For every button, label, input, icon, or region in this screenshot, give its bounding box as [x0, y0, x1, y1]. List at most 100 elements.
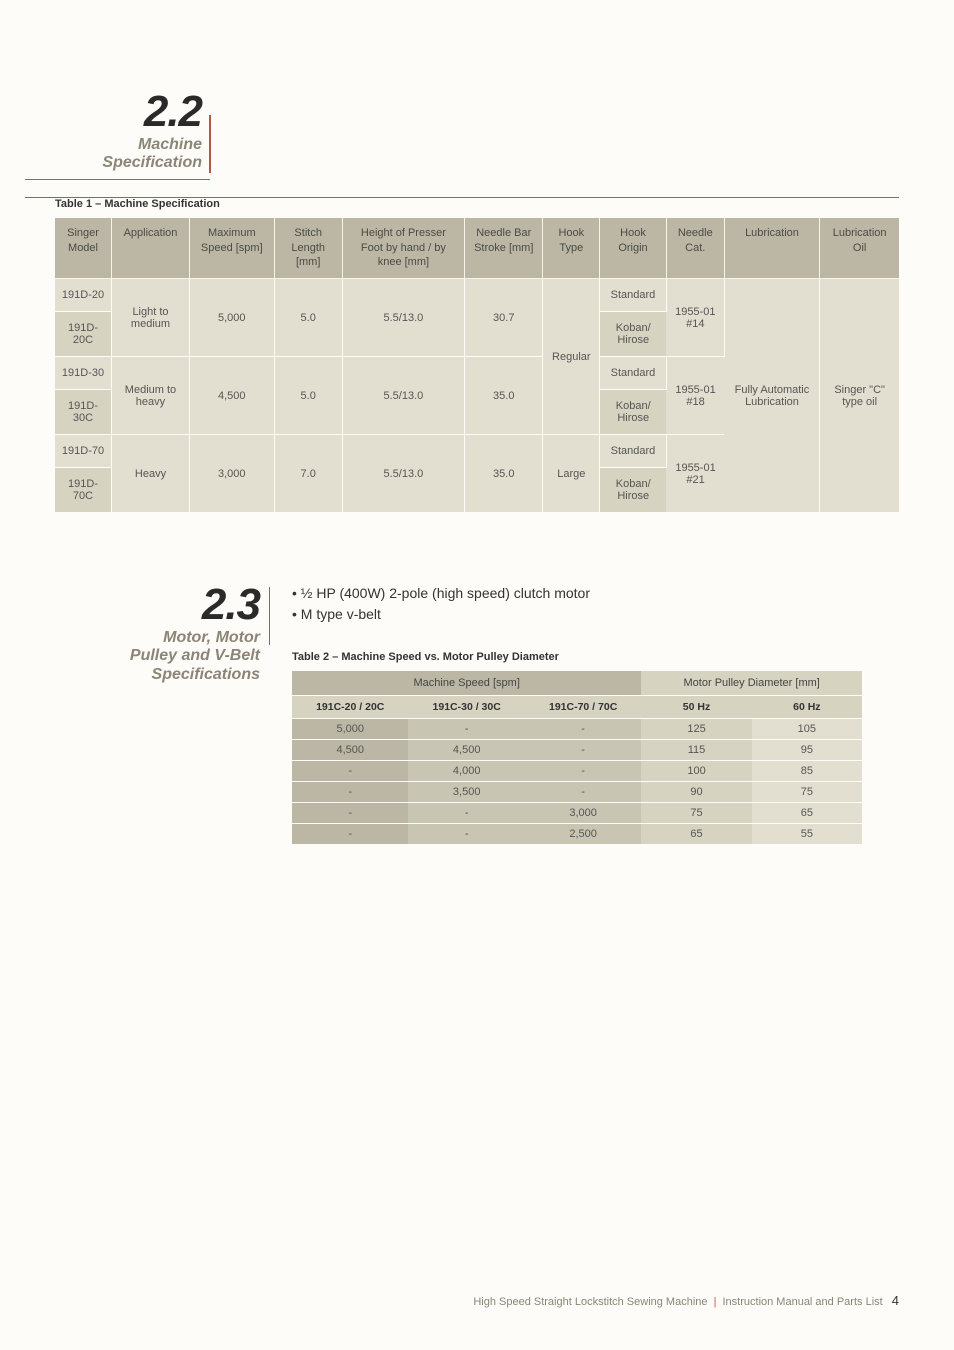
- cell: -: [292, 781, 408, 802]
- cell: -: [292, 760, 408, 781]
- cell: 4,500: [292, 739, 408, 760]
- cell: 5.5/13.0: [342, 435, 464, 513]
- cell: 75: [641, 802, 751, 823]
- cell: 55: [752, 823, 862, 844]
- th: Lubrication: [724, 218, 820, 279]
- th: 191C-70 / 70C: [525, 695, 641, 718]
- cell: 4,500: [408, 739, 524, 760]
- cell: 3,000: [525, 802, 641, 823]
- cell: 30.7: [465, 279, 543, 357]
- cell: 5.5/13.0: [342, 279, 464, 357]
- cell: 7.0: [274, 435, 342, 513]
- cell: 35.0: [465, 357, 543, 435]
- cell: Heavy: [112, 435, 190, 513]
- table-row: -4,000-10085: [292, 760, 862, 781]
- cell: 4,500: [189, 357, 274, 435]
- table-header-row: Machine Speed [spm] Motor Pulley Diamete…: [292, 671, 862, 696]
- section-2-3-header: 2.3 Motor, Motor Pulley and V-Belt Speci…: [55, 583, 270, 684]
- table2-caption: Table 2 – Machine Speed vs. Motor Pulley…: [292, 651, 899, 663]
- machine-spec-table: Singer Model Application Maximum Speed […: [55, 218, 899, 513]
- cell: -: [525, 781, 641, 802]
- cell: Regular: [543, 279, 600, 435]
- cell: 2,500: [525, 823, 641, 844]
- cell: Standard: [600, 357, 667, 390]
- cell: Koban/ Hirose: [600, 468, 667, 513]
- footer-title: High Speed Straight Lockstitch Sewing Ma…: [473, 1296, 707, 1308]
- cell: 95: [752, 739, 862, 760]
- table-header-row: Singer Model Application Maximum Speed […: [55, 218, 899, 279]
- cell: Standard: [600, 435, 667, 468]
- cell: 4,000: [408, 760, 524, 781]
- cell: 191D-70C: [55, 468, 112, 513]
- th: Needle Bar Stroke [mm]: [465, 218, 543, 279]
- th: Maximum Speed [spm]: [189, 218, 274, 279]
- cell: 5,000: [189, 279, 274, 357]
- cell: 75: [752, 781, 862, 802]
- page-number: 4: [892, 1293, 899, 1308]
- cell: Medium to heavy: [112, 357, 190, 435]
- cell: 1955-01 #18: [666, 357, 724, 435]
- cell: -: [408, 718, 524, 739]
- section-underline: [25, 197, 899, 198]
- bullet: • M type v-belt: [292, 604, 899, 625]
- th: 191C-20 / 20C: [292, 695, 408, 718]
- cell: -: [408, 802, 524, 823]
- bullet: • ½ HP (400W) 2-pole (high speed) clutch…: [292, 583, 899, 604]
- table1-caption: Table 1 – Machine Specification: [55, 198, 899, 210]
- cell: Standard: [600, 279, 667, 312]
- cell: Koban/ Hirose: [600, 390, 667, 435]
- cell: 5,000: [292, 718, 408, 739]
- cell: 5.0: [274, 357, 342, 435]
- th: Needle Cat.: [666, 218, 724, 279]
- cell: 90: [641, 781, 751, 802]
- section-number: 2.3: [202, 583, 260, 627]
- cell: -: [525, 739, 641, 760]
- cell: 191D-20C: [55, 312, 112, 357]
- table-row: 5,000--125105: [292, 718, 862, 739]
- th: Singer Model: [55, 218, 112, 279]
- th: 50 Hz: [641, 695, 751, 718]
- section-number: 2.2: [144, 90, 202, 134]
- cell: -: [525, 760, 641, 781]
- cell: 5.5/13.0: [342, 357, 464, 435]
- cell: 3,500: [408, 781, 524, 802]
- cell: 35.0: [465, 435, 543, 513]
- cell: 125: [641, 718, 751, 739]
- th: Hook Type: [543, 218, 600, 279]
- th: Machine Speed [spm]: [292, 671, 641, 696]
- section-subtitle: Motor, Motor Pulley and V-Belt Specifica…: [130, 629, 260, 684]
- th: 60 Hz: [752, 695, 862, 718]
- speed-pulley-table: Machine Speed [spm] Motor Pulley Diamete…: [292, 671, 862, 844]
- section-2-2-header: 2.2 Machine Specification: [25, 90, 210, 180]
- th: Hook Origin: [600, 218, 667, 279]
- cell: 5.0: [274, 279, 342, 357]
- cell: 65: [752, 802, 862, 823]
- th: 191C-30 / 30C: [408, 695, 524, 718]
- cell: 3,000: [189, 435, 274, 513]
- cell: Light to medium: [112, 279, 190, 357]
- th: Application: [112, 218, 190, 279]
- cell: 100: [641, 760, 751, 781]
- table-subheader-row: 191C-20 / 20C 191C-30 / 30C 191C-70 / 70…: [292, 695, 862, 718]
- section-subtitle: Machine Specification: [102, 136, 202, 173]
- cell: -: [525, 718, 641, 739]
- cell: 115: [641, 739, 751, 760]
- cell: -: [408, 823, 524, 844]
- cell: 1955-01 #21: [666, 435, 724, 513]
- cell: Singer "C" type oil: [820, 279, 899, 513]
- footer-separator: |: [714, 1296, 717, 1308]
- cell: -: [292, 823, 408, 844]
- cell: 65: [641, 823, 751, 844]
- cell: Large: [543, 435, 600, 513]
- cell: 191D-30C: [55, 390, 112, 435]
- th: Motor Pulley Diameter [mm]: [641, 671, 862, 696]
- th: Lubrication Oil: [820, 218, 899, 279]
- footer-sub: Instruction Manual and Parts List: [723, 1296, 883, 1308]
- cell: -: [292, 802, 408, 823]
- cell: 1955-01 #14: [666, 279, 724, 357]
- motor-bullets: • ½ HP (400W) 2-pole (high speed) clutch…: [292, 583, 899, 625]
- th: Stitch Length [mm]: [274, 218, 342, 279]
- cell: Koban/ Hirose: [600, 312, 667, 357]
- cell: 191D-70: [55, 435, 112, 468]
- page-footer: High Speed Straight Lockstitch Sewing Ma…: [473, 1293, 899, 1308]
